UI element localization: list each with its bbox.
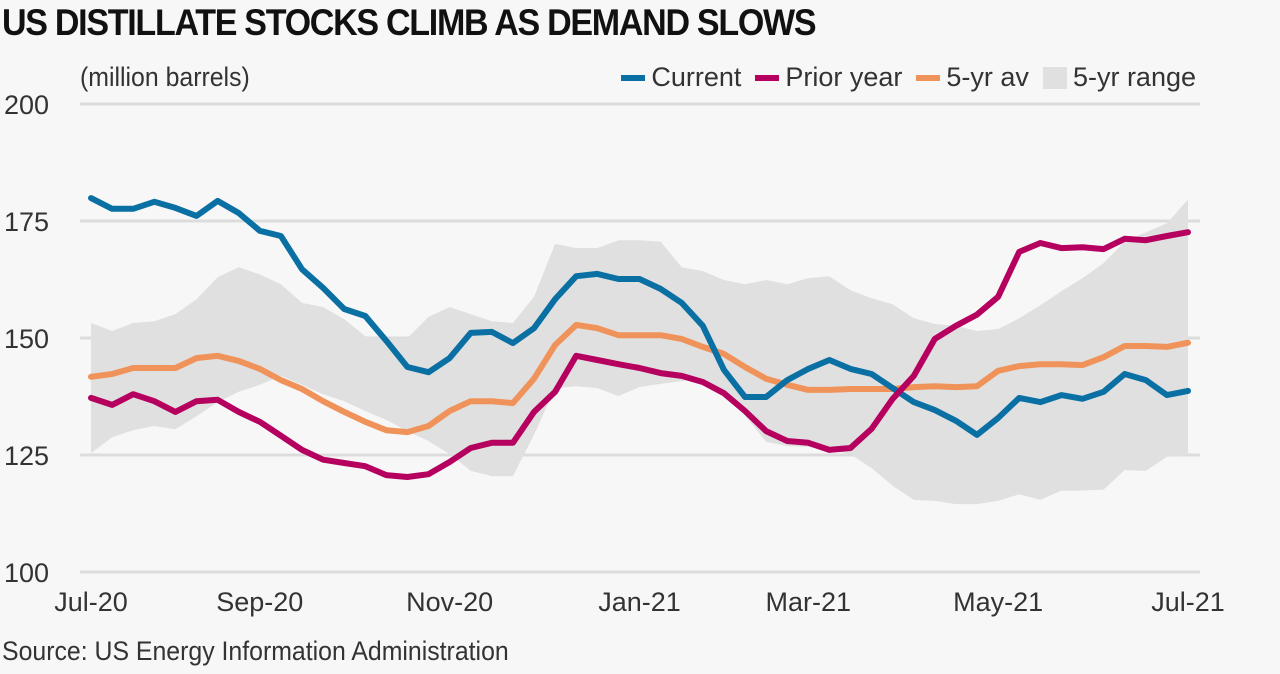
series-lines-layer [88,195,1191,480]
x-tick-label: Jul-21 [1151,587,1225,617]
legend-swatch-5yr-av [916,74,941,81]
y-axis-unit-label: (million barrels) [80,62,250,92]
legend-item-5yr-av: 5-yr av [916,62,1029,93]
x-axis-ticks: Jul-20 Sep-20 Nov-20 Jan-21 Mar-21 May-21 Jul-… [54,587,1225,617]
x-tick-label: Sep-20 [216,587,303,617]
series-5yr-range-area [91,199,1188,505]
y-tick-label: 125 [4,441,49,471]
series-prior-year-line [88,229,1191,480]
x-tick-label: Mar-21 [766,587,852,617]
y-tick-label: 175 [4,207,49,237]
y-tick-label: 150 [4,324,49,354]
x-tick-label: Jul-20 [54,587,128,617]
legend-label-5yr-av: 5-yr av [946,62,1029,92]
x-tick-label: May-21 [953,587,1043,617]
range-band-layer [91,199,1188,505]
legend-swatch-5yr-range [1042,66,1067,89]
chart-title: US DISTILLATE STOCKS CLIMB AS DEMAND SLO… [2,2,817,43]
legend-item-current: Current [621,62,741,93]
legend-item-prior-year: Prior year [755,62,902,93]
y-axis-ticks: 100 125 150 175 200 [4,90,49,588]
legend-label-5yr-range: 5-yr range [1072,62,1196,92]
x-tick-label: Jan-21 [598,587,681,617]
x-tick-label: Nov-20 [406,587,493,617]
series-5yr-av-line [88,321,1191,436]
series-current-line [88,195,1191,438]
legend-label-current: Current [651,62,742,92]
legend-item-5yr-range: 5-yr range [1042,62,1196,93]
y-tick-label: 200 [4,90,49,120]
legend: Current Prior year 5-yr av 5-yr range [621,62,1196,93]
legend-label-prior-year: Prior year [785,62,903,92]
source-note: Source: US Energy Information Administra… [2,636,509,666]
legend-swatch-current [621,74,646,81]
legend-swatch-prior-year [755,74,780,81]
y-tick-label: 100 [4,558,49,588]
